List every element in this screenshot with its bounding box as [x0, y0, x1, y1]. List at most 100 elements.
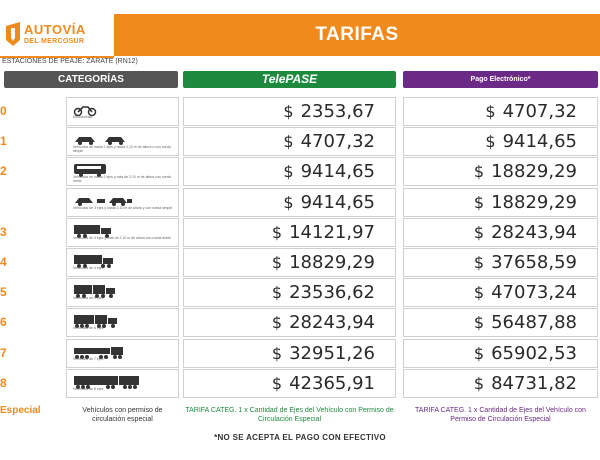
telepase-price: 23536,62: [289, 282, 375, 304]
truck-6-axle-icon: [73, 314, 119, 333]
electronico-price: 65902,53: [491, 342, 577, 364]
electronico-cell: $9414,65: [403, 127, 598, 157]
telepase-cell: $14121,97: [183, 217, 396, 247]
telepase-price: 9414,65: [300, 161, 375, 183]
category-number: 0: [0, 104, 7, 118]
table-row: 7 Vehículos de 7 ejes $32951,26 $65902,53: [0, 338, 600, 368]
vehicle-description: Vehículos de 7 ejes: [73, 356, 104, 361]
table-row: 1 Vehículos de hasta 2 ejes y hasta 2,10 …: [0, 127, 600, 157]
table-row: 2 Vehículos de hasta 2 ejes y más de 2,10…: [0, 157, 600, 187]
car-icon: [73, 133, 129, 151]
table-row: 3 Vehículos de 3 ejes y más de 2,10 m de …: [0, 217, 600, 247]
currency-symbol: $: [271, 343, 283, 363]
vehicle-cell: Vehículos de 7 ejes: [66, 338, 179, 368]
vehicle-cell: Vehículos de 3 ejes y hasta 2,10 m de al…: [66, 187, 179, 217]
currency-symbol: $: [473, 283, 485, 303]
header-banner: AUTOVÍA DEL MERCOSUR TARIFAS: [0, 14, 600, 58]
category-number: 7: [0, 345, 7, 360]
telepase-price: 14121,97: [289, 221, 375, 243]
telepase-price: 2353,67: [300, 101, 375, 122]
category-number: 6: [0, 315, 7, 330]
currency-symbol: $: [283, 132, 294, 152]
car-trailer-icon: [73, 194, 133, 212]
truck-8-axle-icon: [73, 375, 143, 394]
electronico-cell: $56487,88: [403, 308, 598, 338]
special-electronico-rate: TARIFA CATEG. 1 x Cantidad de Ejes del V…: [415, 407, 586, 423]
vehicle-description: Vehículos de 8 ejes: [73, 386, 104, 391]
electronico-cell: $84731,82: [403, 368, 598, 398]
vehicle-description: Vehículos de hasta 2 ejes y hasta 2,10 m…: [73, 145, 171, 154]
truck-4-axle-icon: [73, 254, 115, 273]
vehicle-cell: Vehículos de hasta 2 ejes y hasta 2,10 m…: [66, 127, 179, 157]
header-categorias: CATEGORÍAS: [4, 71, 178, 88]
electronico-price: 28243,94: [491, 221, 577, 243]
category-number: 1: [0, 134, 7, 149]
table-row: 4 Vehículos de 4 ejes $18829,29 $37658,59: [0, 248, 600, 277]
electronico-cell: $18829,29: [403, 157, 598, 187]
electronico-cell: $37658,59: [403, 248, 598, 277]
telepase-price: 4707,32: [300, 131, 375, 153]
electronico-price: 47073,24: [491, 282, 577, 304]
currency-symbol: $: [473, 373, 485, 393]
currency-symbol: $: [271, 253, 283, 272]
vehicle-cell: Vehículos de hasta 2 ejes y más de 2,10 …: [66, 157, 179, 187]
electronico-cell: $4707,32: [403, 97, 598, 126]
special-row: Especial Vehículos con permiso de circul…: [0, 400, 600, 430]
currency-symbol: $: [271, 283, 283, 303]
table-row: 6 Vehículos de 6 ejes $28243,94 $56487,88: [0, 308, 600, 338]
footnote: *NO SE ACEPTA EL PAGO CON EFECTIVO: [214, 433, 386, 442]
vehicle-description: Vehículos de 3 ejes y más de 2,10 m de a…: [73, 235, 171, 240]
currency-symbol: $: [473, 313, 485, 333]
telepase-cell: $42365,91: [183, 368, 396, 398]
table-row: Vehículos de 3 ejes y hasta 2,10 m de al…: [0, 187, 600, 217]
currency-symbol: $: [283, 102, 294, 121]
electronico-price: 37658,59: [491, 252, 577, 273]
category-number: [0, 188, 12, 217]
special-description: Vehículos con permiso de circulación esp…: [82, 407, 163, 423]
electronico-price: 4707,32: [502, 101, 577, 122]
page-title: TARIFAS: [315, 24, 399, 45]
truck-3-axle-icon: [73, 224, 113, 243]
vehicle-description: Vehículos de 5 ejes: [73, 296, 104, 301]
vehicle-description: Motocicletas: [73, 115, 93, 119]
currency-symbol: $: [473, 162, 485, 182]
telepase-cell: $28243,94: [183, 308, 396, 338]
telepase-cell: $4707,32: [183, 127, 396, 157]
vehicle-description: Vehículos de 6 ejes: [73, 326, 104, 331]
currency-symbol: $: [473, 222, 485, 242]
category-number: 5: [0, 285, 7, 300]
electronico-price: 18829,29: [491, 161, 577, 183]
category-number: 3: [0, 224, 7, 239]
currency-symbol: $: [473, 253, 485, 272]
vehicle-cell: Vehículos de 3 ejes y más de 2,10 m de a…: [66, 217, 179, 247]
special-category: Especial: [0, 405, 41, 416]
vehicle-description: Vehículos de hasta 2 ejes y más de 2,10 …: [73, 175, 171, 184]
category-number: 4: [0, 255, 7, 269]
currency-symbol: $: [485, 132, 496, 152]
category-number: 2: [0, 164, 7, 179]
vehicle-description: Vehículos de 4 ejes: [73, 266, 104, 270]
truck-7-axle-icon: [73, 345, 125, 364]
electronico-cell: $18829,29: [403, 187, 598, 217]
electronico-price: 18829,29: [491, 191, 577, 213]
currency-symbol: $: [271, 313, 283, 333]
electronico-cell: $47073,24: [403, 278, 598, 308]
electronico-price: 9414,65: [502, 131, 577, 153]
logo: AUTOVÍA DEL MERCOSUR: [0, 14, 114, 58]
telepase-cell: $9414,65: [183, 187, 396, 217]
currency-symbol: $: [283, 162, 294, 182]
vehicle-description: Vehículos de 3 ejes y hasta 2,10 m de al…: [73, 205, 173, 210]
table-row: 0 Motocicletas $2353,67 $4707,32: [0, 97, 600, 126]
vehicle-cell: Vehículos de 4 ejes: [66, 248, 179, 277]
electronico-cell: $28243,94: [403, 217, 598, 247]
telepase-cell: $2353,67: [183, 97, 396, 126]
category-number: 8: [0, 375, 7, 390]
telepase-price: 9414,65: [300, 191, 375, 213]
currency-symbol: $: [271, 373, 283, 393]
telepase-cell: $32951,26: [183, 338, 396, 368]
electronico-price: 56487,88: [491, 312, 577, 334]
telepase-price: 32951,26: [289, 342, 375, 364]
special-telepase-rate: TARIFA CATEG. 1 x Cantidad de Ejes del V…: [185, 407, 394, 423]
telepase-cell: $23536,62: [183, 278, 396, 308]
vehicle-cell: Vehículos de 6 ejes: [66, 308, 179, 338]
